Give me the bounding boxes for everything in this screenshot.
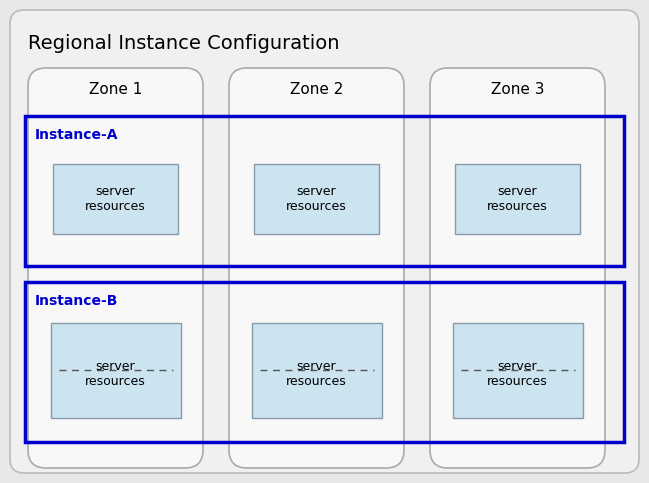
- Text: Instance-A: Instance-A: [35, 128, 119, 142]
- Text: server
resources: server resources: [286, 360, 347, 388]
- Text: server
resources: server resources: [286, 185, 347, 213]
- Bar: [53, 164, 178, 234]
- Bar: [452, 323, 583, 417]
- Bar: [25, 282, 624, 442]
- Bar: [455, 164, 580, 234]
- Bar: [254, 164, 379, 234]
- FancyBboxPatch shape: [229, 68, 404, 468]
- Text: server
resources: server resources: [85, 360, 146, 388]
- Text: Regional Instance Configuration: Regional Instance Configuration: [28, 34, 339, 53]
- Text: Instance-B: Instance-B: [35, 294, 118, 308]
- Text: server
resources: server resources: [487, 185, 548, 213]
- Text: Zone 2: Zone 2: [290, 83, 343, 98]
- Text: Zone 3: Zone 3: [491, 83, 545, 98]
- Text: server
resources: server resources: [487, 360, 548, 388]
- Text: server
resources: server resources: [85, 185, 146, 213]
- FancyBboxPatch shape: [10, 10, 639, 473]
- FancyBboxPatch shape: [430, 68, 605, 468]
- Bar: [51, 323, 180, 417]
- FancyBboxPatch shape: [28, 68, 203, 468]
- Bar: [252, 323, 382, 417]
- Bar: [25, 116, 624, 266]
- Text: Zone 1: Zone 1: [89, 83, 142, 98]
